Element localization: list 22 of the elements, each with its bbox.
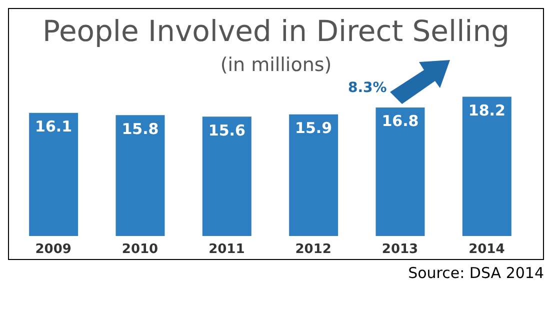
bar — [289, 114, 338, 236]
data-label: 18.2 — [468, 101, 506, 120]
bar — [376, 107, 425, 236]
source-note: Source: DSA 2014 — [408, 264, 544, 282]
data-label: 15.6 — [208, 121, 246, 140]
bar — [116, 115, 165, 236]
text: 8.3% — [348, 80, 387, 96]
bar — [202, 116, 252, 236]
data-label: 15.8 — [122, 120, 159, 138]
chart-subtitle: (in millions) — [219, 54, 333, 76]
data-label: 16.1 — [35, 117, 72, 136]
bar — [462, 96, 512, 236]
x-tick-label: 2012 — [295, 242, 332, 258]
data-label: 16.8 — [382, 112, 419, 130]
chart-title: People Involved in Direct Selling — [41, 14, 510, 48]
data-label: 15.9 — [295, 119, 332, 138]
bar — [29, 112, 78, 236]
x-tick-label: 2011 — [208, 242, 245, 258]
x-tick-label: 2010 — [122, 242, 158, 258]
x-tick-label: 2009 — [35, 242, 72, 258]
x-tick-label: 2013 — [382, 242, 418, 258]
x-tick-label: 2014 — [468, 242, 505, 258]
